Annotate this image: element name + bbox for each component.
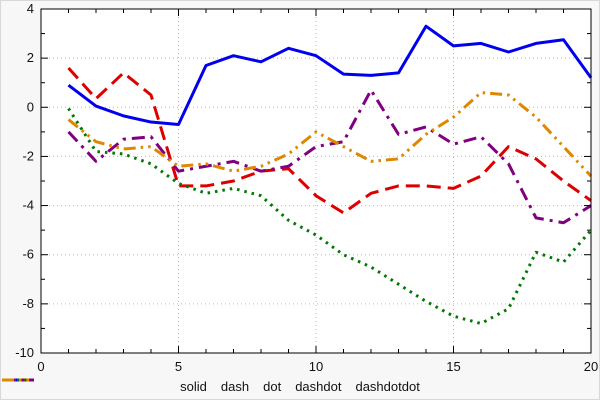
y-tick-label: 0 (27, 99, 34, 114)
legend-label: dashdot (295, 378, 342, 394)
legend-item-dashdot: dashdot (2, 378, 342, 394)
y-tick-label: 2 (27, 50, 34, 65)
legend-item-dash: dash (2, 378, 250, 394)
x-tick-label: 10 (309, 359, 323, 374)
x-tick-label: 5 (175, 359, 182, 374)
legend-line-swatch (2, 378, 34, 382)
legend-label: dash (220, 378, 250, 394)
x-tick-label: 0 (37, 359, 44, 374)
x-tick-label: 15 (446, 359, 460, 374)
x-tick-label: 20 (584, 359, 598, 374)
y-tick-label: -2 (22, 148, 34, 163)
series-line-dashdot (67, 88, 592, 225)
series-line-dash (67, 66, 592, 215)
legend-line-swatch (2, 378, 34, 382)
chart-legend: solid dash dot dashdot dashdotdot (1, 375, 599, 397)
y-tick-label: -4 (22, 198, 34, 213)
legend-label: dot (263, 378, 282, 394)
y-tick-label: 4 (27, 1, 34, 16)
y-tick-label: -8 (22, 296, 34, 311)
series-line-dashdotdot (67, 91, 593, 178)
legend-item-solid: solid (2, 378, 207, 394)
series-line-dot (67, 107, 593, 326)
legend-label: dashdotdot (355, 378, 420, 394)
y-tick-label: -6 (22, 247, 34, 262)
legend-label: solid (180, 378, 207, 394)
series-line-solid (67, 24, 593, 126)
legend-item-dot: dot (2, 378, 282, 394)
legend-item-dashdotdot: dashdot dot (2, 378, 420, 394)
y-tick-label: -10 (15, 345, 34, 360)
